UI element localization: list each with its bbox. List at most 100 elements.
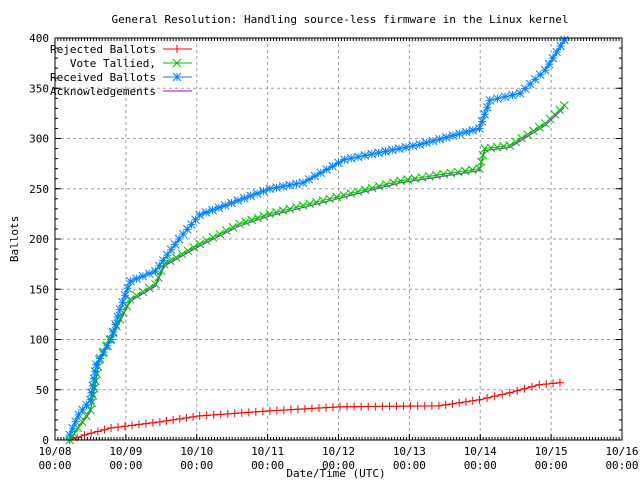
marker-cross — [508, 90, 517, 100]
x-axis-label: Date/Time (UTC) — [286, 467, 385, 480]
marker-cross — [278, 181, 288, 191]
x-tick-label-time: 00:00 — [251, 459, 284, 472]
marker-cross — [322, 165, 332, 174]
marker-cross — [265, 209, 275, 219]
marker-cross — [432, 170, 441, 180]
marker-cross — [162, 250, 172, 260]
legend-label: Rejected Ballots — [50, 43, 156, 56]
marker-cross — [500, 92, 510, 102]
marker-cross — [241, 217, 250, 227]
marker-cross — [118, 297, 127, 307]
marker-cross — [396, 176, 405, 186]
marker-cross — [159, 259, 169, 269]
marker-cross — [215, 229, 224, 239]
marker-cross — [499, 141, 508, 151]
marker-cross — [86, 395, 95, 405]
marker-cross — [485, 95, 495, 105]
marker-cross — [151, 279, 160, 289]
marker-cross — [353, 152, 363, 162]
marker-cross — [125, 294, 135, 304]
marker-cross — [523, 130, 532, 139]
marker-cross — [476, 157, 486, 167]
legend-label: Received Ballots — [50, 71, 156, 84]
marker-cross — [480, 144, 490, 153]
marker-cross — [339, 190, 349, 200]
marker-cross — [556, 41, 565, 51]
x-tick-label-time: 00:00 — [605, 459, 638, 472]
marker-cross — [548, 53, 558, 63]
marker-cross — [435, 134, 444, 144]
marker-cross — [113, 312, 123, 322]
marker-cross — [460, 166, 470, 176]
marker-cross — [422, 138, 431, 148]
marker-cross — [403, 175, 413, 184]
marker-cross — [408, 141, 418, 151]
x-tick-label-time: 00:00 — [180, 459, 213, 472]
series-rejected-ballots — [65, 378, 564, 444]
marker-cross — [166, 245, 176, 255]
marker-cross — [103, 341, 112, 351]
x-tick-label-time: 00:00 — [393, 459, 426, 472]
marker-cross — [189, 243, 199, 252]
marker-cross — [156, 266, 166, 276]
marker-cross — [360, 185, 370, 195]
marker-cross — [304, 175, 314, 184]
marker-cross — [111, 320, 120, 329]
marker-cross — [517, 133, 526, 143]
marker-cross — [292, 179, 301, 189]
marker-cross — [144, 283, 154, 293]
marker-cross — [461, 127, 471, 137]
marker-cross — [90, 367, 100, 377]
marker-cross — [305, 199, 315, 209]
y-tick-label: 100 — [29, 334, 49, 347]
marker-cross — [410, 174, 420, 183]
marker-cross — [332, 192, 342, 202]
marker-cross — [115, 304, 125, 314]
marker-cross — [95, 353, 105, 363]
marker-cross — [475, 124, 484, 133]
x-tick-label-time: 00:00 — [38, 459, 71, 472]
marker-cross — [201, 236, 211, 246]
marker-cross — [381, 179, 391, 189]
series-line — [69, 104, 565, 441]
marker-cross — [455, 129, 464, 139]
marker-cross — [99, 347, 109, 357]
marker-cross — [165, 256, 175, 266]
legend-label: Vote Tallied, — [70, 57, 156, 70]
y-tick-label: 400 — [29, 32, 49, 45]
marker-cross — [71, 417, 81, 426]
marker-cross — [235, 219, 244, 229]
y-tick-label: 0 — [42, 434, 49, 447]
marker-cross — [310, 171, 320, 181]
marker-cross — [170, 240, 180, 249]
legend-label: Acknowledgements — [50, 85, 156, 98]
marker-cross — [552, 47, 562, 57]
marker-cross — [480, 110, 490, 119]
x-tick-label-time: 00:00 — [535, 459, 568, 472]
marker-cross — [86, 405, 95, 415]
marker-cross — [265, 184, 275, 194]
plot-frame — [54, 37, 623, 441]
marker-cross — [448, 131, 458, 140]
x-tick-label-date: 10/10 — [180, 445, 213, 458]
marker-cross — [328, 161, 337, 171]
marker-cross — [154, 273, 163, 282]
marker-cross — [467, 165, 477, 175]
series-acknowledgements — [69, 106, 565, 441]
y-tick-label: 200 — [29, 233, 49, 246]
marker-cross — [401, 142, 411, 152]
marker-cross — [424, 171, 434, 181]
marker-cross — [82, 400, 91, 410]
chart-title: General Resolution: Handling source-less… — [112, 13, 569, 26]
marker-cross — [346, 153, 356, 163]
marker-cross — [74, 410, 83, 420]
marker-cross — [177, 249, 187, 259]
marker-cross — [298, 178, 308, 188]
x-tick-label-time: 00:00 — [464, 459, 497, 472]
marker-cross — [171, 253, 181, 262]
marker-cross — [253, 213, 263, 223]
marker-cross — [453, 167, 463, 177]
x-tick-label-date: 10/13 — [393, 445, 426, 458]
marker-cross — [311, 197, 321, 207]
